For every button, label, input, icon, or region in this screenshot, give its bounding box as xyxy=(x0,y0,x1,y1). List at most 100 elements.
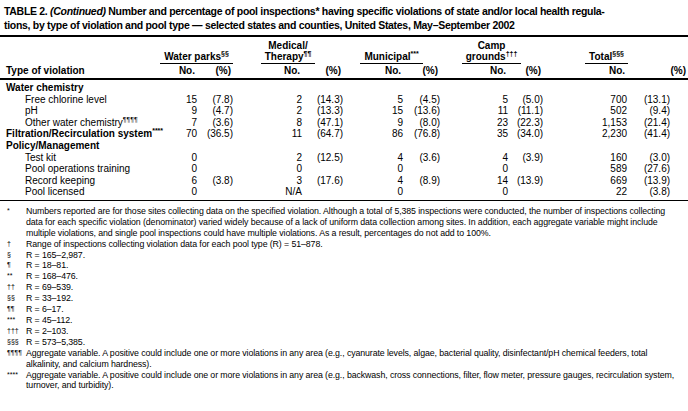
column-group-header: Municipal*** xyxy=(343,36,440,64)
footnote-marker: ¶¶ xyxy=(7,304,26,315)
cell-count: 2 xyxy=(233,94,302,106)
cell-percent: (11.1) xyxy=(508,105,543,117)
footnote: ***R = 45–112. xyxy=(7,315,683,326)
footnote-marker: § xyxy=(7,250,26,261)
footnote: ¶¶R = 6–17. xyxy=(7,304,683,315)
cell-count: 3 xyxy=(233,175,302,187)
cell-percent: (13.9) xyxy=(508,175,543,187)
cell-percent xyxy=(403,186,440,200)
row-label-text: Policy/Management xyxy=(6,140,99,151)
footnote-marker: §§§ xyxy=(612,50,624,57)
column-header-no: No. xyxy=(543,64,627,79)
group-label-line2: Municipal xyxy=(364,51,410,62)
cell-count xyxy=(343,79,403,94)
footnote-text: Range of inspections collecting violatio… xyxy=(26,239,683,250)
group-label-line2: Therapy xyxy=(265,51,304,62)
footnote-marker: *** xyxy=(7,315,26,326)
cell-count: 2 xyxy=(233,105,302,117)
table-row: pH9(4.7)2(13.3)15(13.6)11(11.1)502(9.4) xyxy=(0,105,688,117)
column-group-label: Municipal*** xyxy=(360,51,422,64)
cell-count: 4 xyxy=(343,152,403,164)
cell-percent xyxy=(197,152,233,164)
cell-percent: (41.4) xyxy=(627,128,688,140)
cell-percent xyxy=(302,186,343,200)
cell-count: 14 xyxy=(440,175,508,187)
cell-percent xyxy=(508,79,543,94)
cell-percent: (4.7) xyxy=(197,105,233,117)
cell-count: 22 xyxy=(543,186,627,200)
cell-percent: (27.6) xyxy=(627,163,688,175)
cell-count: 11 xyxy=(440,105,508,117)
cell-percent: (76.8) xyxy=(403,128,440,140)
cell-percent: (13.3) xyxy=(302,105,343,117)
cell-count: 0 xyxy=(440,163,508,175)
cell-count: 700 xyxy=(543,94,627,106)
cell-percent: (4.5) xyxy=(403,94,440,106)
table-row: Policy/Management xyxy=(0,140,688,152)
cell-count: 15 xyxy=(343,105,403,117)
cell-percent xyxy=(197,163,233,175)
footnote: §R = 165–2,987. xyxy=(7,250,683,261)
table-row: Record keeping6(3.8)3(17.6)4(8.9)14(13.9… xyxy=(0,175,688,187)
column-group-label: Campgrounds††† xyxy=(462,40,522,64)
cell-percent: (12.5) xyxy=(302,152,343,164)
cell-count: 7 xyxy=(160,117,197,129)
table-title-prefix: TABLE 2. xyxy=(4,5,50,17)
cell-percent: (13.1) xyxy=(627,94,688,106)
cell-percent: (3.0) xyxy=(627,152,688,164)
violations-table: Type of violation Water parks§§Medical/T… xyxy=(0,35,688,201)
footnote: *Numbers reported are for those sites co… xyxy=(7,206,683,239)
cell-count: 0 xyxy=(233,163,302,175)
cell-percent: (3.9) xyxy=(508,152,543,164)
cell-count: N/A xyxy=(233,186,302,200)
table-row: Other water chemistry¶¶¶¶7(3.6)8(47.1)9(… xyxy=(0,117,688,129)
footnote-text: R = 18–81. xyxy=(26,260,683,271)
row-label: Record keeping xyxy=(0,175,160,187)
cell-count: 5 xyxy=(440,94,508,106)
row-label-text: Free chlorine level xyxy=(25,94,107,105)
footnote-marker: ††† xyxy=(7,326,26,337)
footnote-text: Aggregate variable. A positive could inc… xyxy=(26,370,683,392)
cell-percent: (3.6) xyxy=(403,152,440,164)
row-label-text: Test kit xyxy=(25,152,56,163)
table-row: Water chemistry xyxy=(0,79,688,94)
column-group-header: Campgrounds††† xyxy=(440,36,543,64)
row-label: Filtration/Recirculation system**** xyxy=(0,128,160,140)
cell-count: 9 xyxy=(343,117,403,129)
cell-count: 6 xyxy=(160,175,197,187)
cell-count xyxy=(543,79,627,94)
cell-count: 5 xyxy=(343,94,403,106)
cell-count: 160 xyxy=(543,152,627,164)
cell-percent: (7.8) xyxy=(197,94,233,106)
row-label-text: pH xyxy=(25,105,38,116)
cell-percent xyxy=(627,140,688,152)
footnote-marker: ¶ xyxy=(7,260,26,271)
mmwr-table-page: TABLE 2. (Continued) Number and percenta… xyxy=(0,0,688,411)
column-header-no: No. xyxy=(440,64,508,79)
table-row: Pool licensed0N/A0022(3.8) xyxy=(0,186,688,200)
cell-percent: (36.5) xyxy=(197,128,233,140)
cell-count xyxy=(160,140,197,152)
row-label: Test kit xyxy=(0,152,160,164)
cell-count: 70 xyxy=(160,128,197,140)
table-row: Test kit02(12.5)4(3.6)4(3.9)160(3.0) xyxy=(0,152,688,164)
cell-count: 0 xyxy=(343,163,403,175)
footnote-text: R = 573–5,385. xyxy=(26,337,683,348)
row-label-text: Pool operations training xyxy=(25,163,130,174)
footnote-text: R = 69–539. xyxy=(26,282,683,293)
cell-percent xyxy=(403,79,440,94)
footnote-text: Aggregate variable. A positive could inc… xyxy=(26,348,683,370)
group-label-line2: grounds xyxy=(466,51,506,62)
cell-percent xyxy=(302,140,343,152)
row-label: Water chemistry xyxy=(0,79,160,94)
footnote-text: R = 33–192. xyxy=(26,293,683,304)
footnote: ****Aggregate variable. A positive could… xyxy=(7,370,683,392)
table-row: Free chlorine level15(7.8)2(14.3)5(4.5)5… xyxy=(0,94,688,106)
group-label-line2: Total xyxy=(589,51,612,62)
cell-count: 35 xyxy=(440,128,508,140)
cell-count: 86 xyxy=(343,128,403,140)
cell-percent: (14.3) xyxy=(302,94,343,106)
cell-percent xyxy=(197,79,233,94)
cell-percent: (64.7) xyxy=(302,128,343,140)
column-group-header: Total§§§ xyxy=(543,36,688,64)
